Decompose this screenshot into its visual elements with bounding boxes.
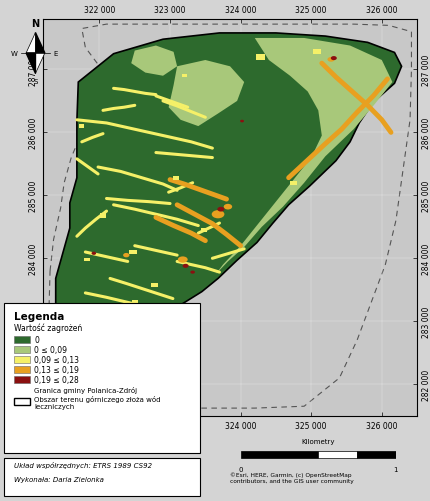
Bar: [182, 75, 187, 78]
Ellipse shape: [240, 121, 244, 123]
Text: Obszar terenu górniczego złoża wód
leczniczych: Obszar terenu górniczego złoża wód leczn…: [34, 395, 161, 409]
Bar: [201, 228, 207, 232]
Text: 0: 0: [239, 466, 243, 472]
Ellipse shape: [123, 254, 129, 258]
Ellipse shape: [217, 207, 224, 212]
Ellipse shape: [328, 58, 335, 63]
Bar: [132, 301, 138, 305]
Polygon shape: [35, 54, 45, 74]
Text: Granica gminy Polanica-Zdrój: Granica gminy Polanica-Zdrój: [34, 386, 138, 393]
Bar: [318, 451, 357, 458]
Bar: [313, 51, 321, 55]
Text: Układ współrzędnych: ETRS 1989 CS92: Układ współrzędnych: ETRS 1989 CS92: [14, 461, 152, 468]
Polygon shape: [216, 39, 393, 275]
Bar: [357, 451, 396, 458]
Bar: [173, 176, 178, 180]
Text: 0,13 ≤ 0,19: 0,13 ≤ 0,19: [34, 365, 79, 374]
Polygon shape: [35, 34, 45, 54]
Text: 0,19 ≤ 0,28: 0,19 ≤ 0,28: [34, 375, 79, 384]
Ellipse shape: [161, 340, 165, 343]
Ellipse shape: [212, 211, 224, 219]
Bar: [241, 451, 318, 458]
Bar: [84, 258, 89, 262]
Text: 1: 1: [393, 466, 398, 472]
Polygon shape: [26, 54, 35, 74]
Bar: [89, 342, 95, 346]
Text: Legenda: Legenda: [14, 311, 64, 321]
Bar: [100, 214, 106, 218]
Ellipse shape: [178, 257, 188, 263]
Ellipse shape: [224, 204, 232, 210]
Text: 0: 0: [34, 335, 39, 344]
Ellipse shape: [183, 264, 189, 269]
Text: S: S: [33, 79, 38, 85]
Text: Kilometry: Kilometry: [301, 438, 335, 444]
Bar: [101, 314, 109, 319]
Bar: [160, 339, 166, 342]
Bar: [79, 125, 84, 129]
Bar: [290, 181, 297, 185]
Polygon shape: [169, 61, 244, 127]
Text: Wartość zagrożeń: Wartość zagrożeń: [14, 323, 82, 332]
Text: E: E: [53, 51, 58, 57]
Ellipse shape: [331, 57, 337, 61]
Text: W: W: [11, 51, 18, 57]
Polygon shape: [131, 47, 177, 77]
Text: Wykonała: Daria Zielonka: Wykonała: Daria Zielonka: [14, 476, 104, 482]
Bar: [256, 55, 265, 61]
Bar: [129, 250, 137, 255]
Ellipse shape: [110, 309, 115, 312]
Text: N: N: [31, 19, 40, 29]
Polygon shape: [56, 34, 402, 386]
Bar: [151, 283, 158, 288]
Text: ©Esri, HERE, Garmin, (c) OpenStreetMap
contributors, and the GIS user community: ©Esri, HERE, Garmin, (c) OpenStreetMap c…: [230, 471, 354, 483]
Text: 0,09 ≤ 0,13: 0,09 ≤ 0,13: [34, 355, 80, 364]
Text: 0 ≤ 0,09: 0 ≤ 0,09: [34, 345, 68, 354]
Polygon shape: [26, 34, 35, 54]
Ellipse shape: [92, 252, 96, 256]
Ellipse shape: [190, 271, 195, 274]
